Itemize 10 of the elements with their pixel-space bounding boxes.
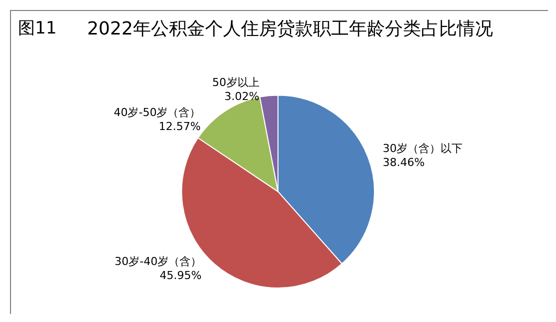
data-label: 3.02% — [224, 90, 260, 104]
slice-label: 40岁-50岁（含） — [114, 106, 201, 120]
caption: 图11 — [18, 18, 57, 38]
data-label: 12.57% — [158, 120, 201, 134]
slice-label: 50岁以上 — [212, 76, 260, 90]
slice-label: 30岁-40岁（含） — [114, 255, 202, 268]
chart-title: 2022年公积金个人住房贷款职工年龄分类占比情况 — [87, 18, 493, 40]
data-label: 38.46% — [382, 156, 425, 169]
slice-label: 30岁（含）以下 — [382, 142, 463, 155]
data-label: 45.95% — [160, 269, 202, 282]
